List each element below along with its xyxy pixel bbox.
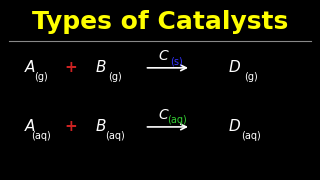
Text: (aq): (aq) [105, 131, 125, 141]
Text: D: D [228, 119, 240, 134]
Text: (g): (g) [108, 72, 122, 82]
Text: D: D [228, 60, 240, 75]
Text: +: + [64, 119, 77, 134]
Text: A: A [25, 119, 36, 134]
Text: (aq): (aq) [241, 131, 261, 141]
Text: Types of Catalysts: Types of Catalysts [32, 10, 288, 34]
Text: (aq): (aq) [167, 115, 187, 125]
Text: (s): (s) [171, 56, 183, 66]
Text: B: B [96, 119, 107, 134]
Text: C: C [158, 108, 168, 122]
Text: A: A [25, 60, 36, 75]
Text: (g): (g) [34, 72, 48, 82]
Text: C: C [158, 49, 168, 63]
Text: (g): (g) [244, 72, 258, 82]
Text: +: + [64, 60, 77, 75]
Text: B: B [96, 60, 107, 75]
Text: (aq): (aq) [31, 131, 51, 141]
